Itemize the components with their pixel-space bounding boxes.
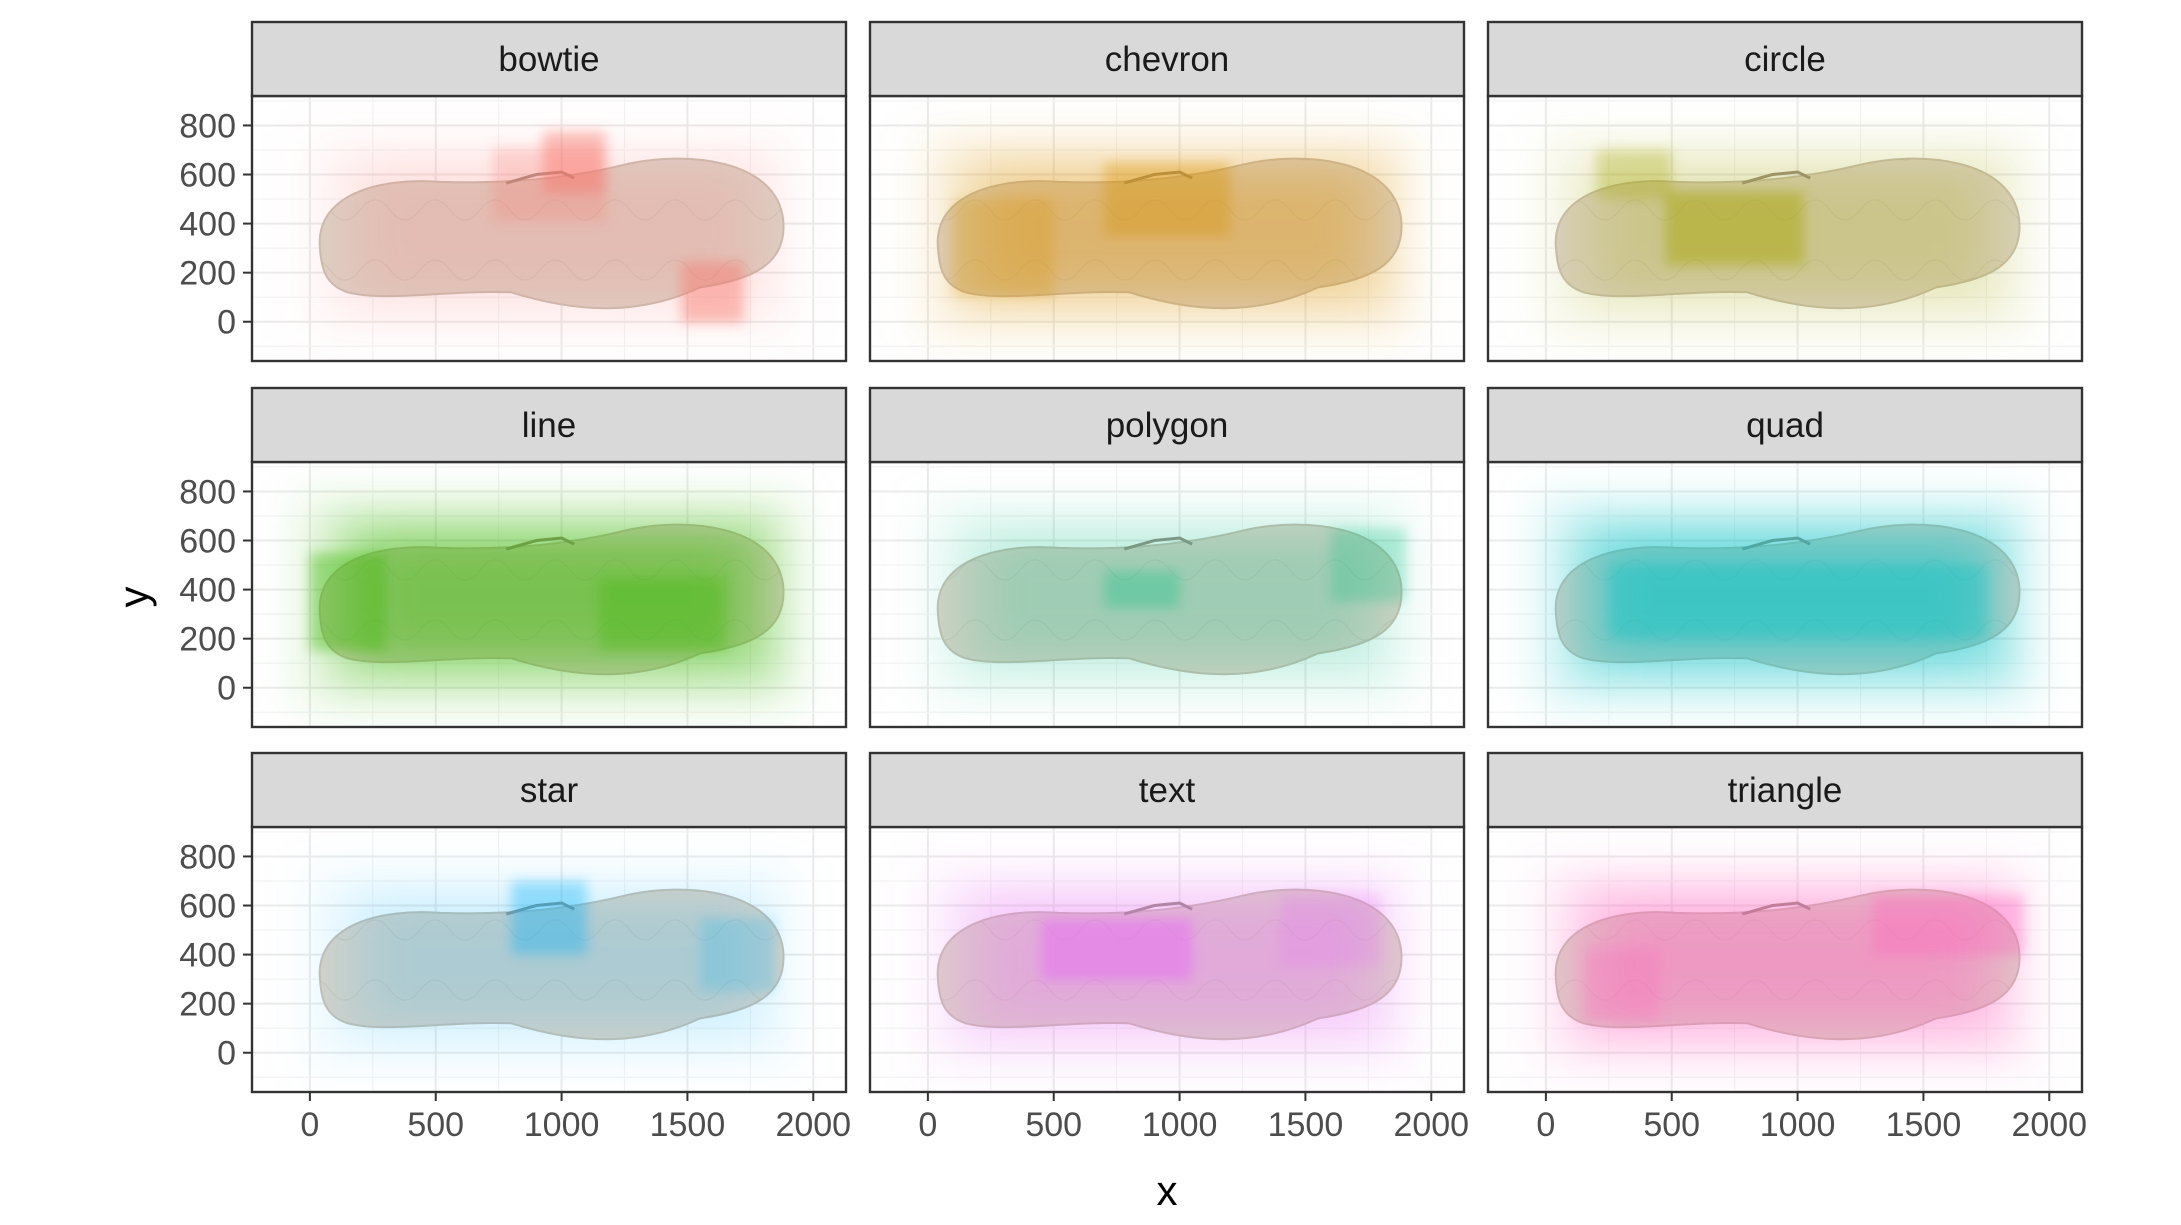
y-tick-label: 400: [179, 206, 236, 244]
x-tick-label: 1500: [1268, 1106, 1344, 1144]
x-axis-title: x: [1157, 1167, 1178, 1214]
y-tick-label: 200: [179, 255, 236, 293]
heat-hotspot: [1330, 528, 1407, 602]
facet-panel-bowtie: bowtie: [250, 20, 848, 363]
facet-strip: [1486, 751, 2084, 829]
facet-strip-label: circle: [1744, 40, 1826, 79]
y-axis-title: y: [110, 587, 157, 608]
x-tick-label: 500: [1025, 1106, 1082, 1144]
heat-hotspot: [1041, 919, 1193, 981]
heat-hotspots: [1608, 565, 1987, 639]
heat-hotspots: [1041, 893, 1381, 981]
facet-strip-label: triangle: [1728, 771, 1843, 810]
heat-hotspot: [1596, 149, 1672, 200]
facet-strip-label: star: [520, 771, 579, 810]
heat-hotspot: [681, 261, 745, 323]
facet-strip-label: bowtie: [498, 40, 599, 79]
y-tick-label: 200: [179, 986, 236, 1024]
heat-hotspot: [1873, 894, 2025, 956]
facet-strip: [1486, 20, 2084, 98]
facet-strip: [250, 20, 848, 98]
y-tick-label: 800: [179, 838, 236, 876]
y-tick-label: 0: [217, 1035, 236, 1073]
heat-hotspot: [1665, 191, 1804, 266]
facet-panel-circle: circle: [1486, 20, 2084, 363]
facet-strip: [1486, 386, 2084, 464]
heat-hotspot: [599, 577, 726, 651]
facet-panel-polygon: polygon: [868, 386, 1466, 729]
y-tick-label: 400: [179, 572, 236, 610]
y-tick-label: 0: [217, 670, 236, 708]
heat-hotspot: [492, 147, 606, 222]
facet-strip-label: line: [522, 406, 576, 445]
y-tick-label: 200: [179, 621, 236, 659]
facet-panel-star: star: [250, 751, 848, 1094]
heat-hotspot: [1608, 565, 1987, 639]
heat-density-layer: [297, 496, 801, 708]
x-tick-label: 2000: [2011, 1106, 2087, 1144]
facet-panel-line: line: [250, 386, 848, 729]
heat-hotspot: [953, 199, 1054, 298]
x-tick-label: 0: [1536, 1106, 1555, 1144]
y-tick-label: 800: [179, 107, 236, 145]
x-tick-label: 0: [300, 1106, 319, 1144]
heat-hotspots: [1583, 894, 2025, 1021]
heat-hotspots: [492, 131, 745, 323]
facet-strip-label: chevron: [1105, 40, 1230, 79]
heat-hotspots: [309, 552, 726, 651]
heat-hotspots: [953, 162, 1230, 298]
facet-panel-triangle: triangle: [1486, 751, 2084, 1094]
facet-strip-label: quad: [1746, 406, 1824, 445]
heat-hotspots: [1596, 149, 1804, 266]
x-tick-label: 500: [1643, 1106, 1700, 1144]
facet-strip: [250, 386, 848, 464]
facet-strip: [250, 751, 848, 829]
y-tick-label: 400: [179, 937, 236, 975]
x-tick-label: 1500: [1886, 1106, 1962, 1144]
y-tick-label: 600: [179, 888, 236, 926]
facet-panel-quad: quad: [1486, 386, 2084, 729]
facet-strip: [868, 20, 1466, 98]
y-tick-label: 600: [179, 523, 236, 561]
facet-strip-label: text: [1139, 771, 1196, 810]
x-tick-label: 1000: [1760, 1106, 1836, 1144]
heat-hotspot: [511, 880, 587, 955]
x-tick-label: 2000: [775, 1106, 851, 1144]
y-tick-label: 800: [179, 473, 236, 511]
y-tick-label: 0: [217, 304, 236, 342]
heat-hotspots: [1104, 528, 1407, 608]
heat-hotspot: [1583, 947, 1660, 1021]
y-tick-label: 600: [179, 157, 236, 195]
x-tick-label: 2000: [1393, 1106, 1469, 1144]
heat-hotspot: [1280, 893, 1381, 967]
facet-panel-text: text: [868, 751, 1466, 1094]
facet-strip: [868, 386, 1466, 464]
facet-strip: [868, 751, 1466, 829]
x-tick-label: 500: [407, 1106, 464, 1144]
x-tick-label: 1000: [1142, 1106, 1218, 1144]
heat-hotspot: [700, 917, 776, 992]
facet-panel-chevron: chevron: [868, 20, 1466, 363]
x-tick-label: 1500: [650, 1106, 726, 1144]
heat-hotspot: [1104, 162, 1230, 236]
heat-hotspots: [511, 880, 776, 992]
heat-hotspot: [1104, 571, 1180, 608]
x-tick-label: 0: [918, 1106, 937, 1144]
facet-strip-label: polygon: [1106, 406, 1229, 445]
heat-hotspot: [309, 552, 386, 651]
x-tick-label: 1000: [524, 1106, 600, 1144]
